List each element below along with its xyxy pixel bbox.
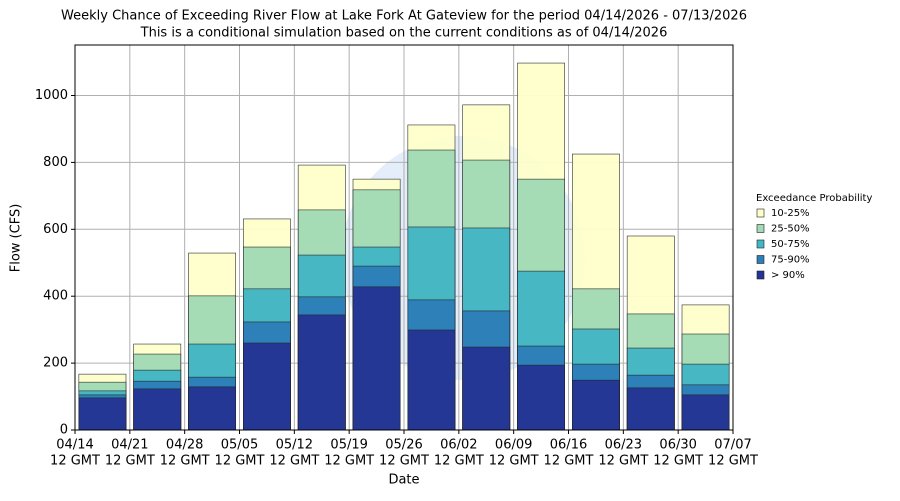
y-tick-label: 600 <box>43 222 68 237</box>
x-tick-label: 05/19 <box>330 438 367 453</box>
x-tick-label: 12 GMT <box>598 454 648 469</box>
bar <box>407 329 456 431</box>
y-axis-label: Flow (CFS) <box>9 204 24 273</box>
x-tick-label: 06/23 <box>605 438 642 453</box>
legend-label: 25-50% <box>771 224 810 235</box>
legend-swatch <box>756 208 765 218</box>
x-tick-label: 06/09 <box>495 438 532 453</box>
x-tick-label: 05/26 <box>385 438 422 453</box>
x-tick-label: 04/21 <box>111 438 148 453</box>
bar <box>297 314 346 431</box>
x-tick-label: 12 GMT <box>544 454 594 469</box>
bar <box>352 286 401 431</box>
x-tick-label: 06/30 <box>659 438 696 453</box>
x-tick-label: 12 GMT <box>215 454 265 469</box>
y-tick-label: 400 <box>43 289 68 304</box>
legend-title: Exceedance Probability <box>756 193 872 204</box>
bar <box>78 397 127 431</box>
x-tick-label: 12 GMT <box>489 454 539 469</box>
x-tick-label: 12 GMT <box>105 454 155 469</box>
y-tick-label: 800 <box>43 155 68 170</box>
x-tick-label: 12 GMT <box>324 454 374 469</box>
chart-title: Weekly Chance of Exceeding River Flow at… <box>61 9 747 24</box>
legend-swatch <box>756 224 765 233</box>
x-tick-label: 12 GMT <box>160 454 210 469</box>
y-tick-label: 1000 <box>35 88 68 103</box>
x-tick-label: 12 GMT <box>434 454 484 469</box>
x-tick-label: 04/14 <box>56 438 93 453</box>
legend-swatch <box>756 239 765 249</box>
x-tick-label: 12 GMT <box>653 454 703 469</box>
bar <box>572 379 620 431</box>
bar <box>626 387 675 431</box>
x-axis-label: Date <box>388 473 419 488</box>
legend-swatch <box>756 255 765 264</box>
x-tick-label: 12 GMT <box>708 454 758 469</box>
bar <box>517 364 565 431</box>
x-tick-label: 05/05 <box>221 438 258 453</box>
legend-label: 75-90% <box>771 255 810 266</box>
bar <box>133 388 182 431</box>
y-tick-label: 0 <box>60 423 68 438</box>
legend-label: 50-75% <box>771 239 810 250</box>
x-tick-label: 12 GMT <box>269 454 319 469</box>
x-tick-label: 04/28 <box>166 438 203 453</box>
bar <box>681 394 730 431</box>
x-tick-label: 12 GMT <box>379 454 429 469</box>
bar <box>188 386 236 431</box>
plot-frame <box>74 44 734 431</box>
y-tick-label: 200 <box>43 356 68 371</box>
legend-label: 10-25% <box>771 208 810 219</box>
x-tick-label: 05/12 <box>276 438 313 453</box>
x-tick-label: 06/16 <box>550 438 587 453</box>
legend-label: > 90% <box>771 270 805 281</box>
chart-subtitle: This is a conditional simulation based o… <box>140 26 668 41</box>
x-tick-label: 07/07 <box>714 438 751 453</box>
bar <box>462 346 511 431</box>
x-tick-label: 12 GMT <box>50 454 100 469</box>
bar <box>243 342 291 431</box>
x-tick-label: 06/02 <box>440 438 477 453</box>
legend-swatch <box>756 270 765 280</box>
